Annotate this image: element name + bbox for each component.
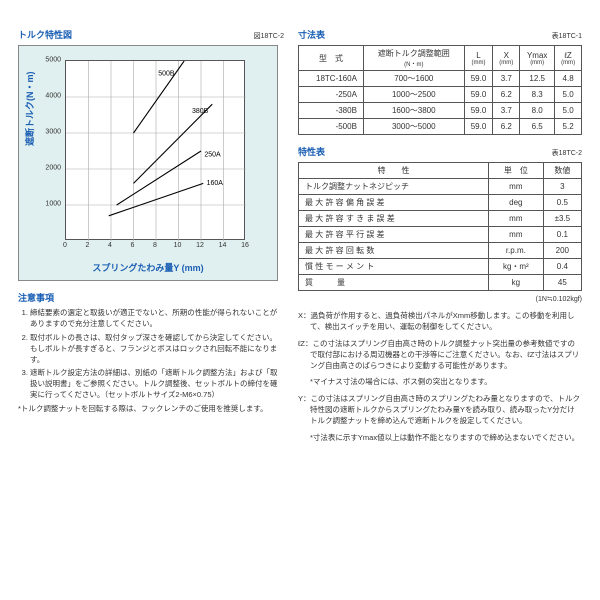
notes-block: 締結要素の選定と取扱いが適正でないと、所期の性能が得られないことがありますので充… (18, 308, 284, 415)
char-tag: 表18TC-2 (552, 148, 582, 158)
characteristics-table: 特 性単 位数値トルク調整ナットネジピッチmm3最 大 許 容 偏 角 誤 差d… (298, 162, 582, 291)
svg-text:160A: 160A (207, 180, 224, 187)
note-x: X：過負荷が作用すると、過負荷検出パネルがXmm移動します。この移動を利用して、… (298, 311, 582, 333)
note-item: 締結要素の選定と取扱いが適正でないと、所期の性能が得られないことがありますので充… (30, 308, 284, 330)
char-title: 特性表 (298, 145, 325, 158)
note-y-sub: *寸法表に示すYmax値以上は動作不能となりますので締め込まないでください。 (298, 433, 582, 444)
note-item: 遮断トルク設定方法の詳細は、別紙の「遮断トルク調整方法」および「取扱い説明書」を… (30, 368, 284, 401)
svg-text:250A: 250A (204, 151, 221, 158)
notes-star: *トルク調整ナットを回転する際は、フックレンチのご使用を推奨します。 (18, 404, 284, 415)
chart-tag: 図18TC-2 (254, 31, 284, 41)
chart-title: トルク特性図 (18, 28, 72, 41)
dim-tag: 表18TC-1 (552, 31, 582, 41)
x-axis-label: スプリングたわみ量Y (mm) (19, 261, 277, 274)
svg-text:380B: 380B (192, 108, 209, 115)
right-notes: X：過負荷が作用すると、過負荷検出パネルがXmm移動します。この移動を利用して、… (298, 311, 582, 444)
note-z: ℓZ：この寸法はスプリング自由高さ時のトルク調整ナット突出量の参考数値ですので取… (298, 339, 582, 372)
svg-text:500B: 500B (158, 70, 175, 77)
note-y: Y：この寸法はスプリング自由高さ時のスプリングたわみ量となりますので、トルク特性… (298, 394, 582, 427)
dim-title: 寸法表 (298, 28, 325, 41)
note-item: 取付ボルトの長さは、取付タップ深さを確認してから決定してください。もしボルトが長… (30, 333, 284, 366)
torque-chart: 遮断トルク(N・m) 500B380B250A160A 024681012141… (18, 45, 278, 281)
note-z-sub: *マイナス寸法の場合には、ボス側の突出となります。 (298, 377, 582, 388)
notes-title: 注意事項 (18, 291, 284, 304)
dimension-table: 型 式遮断トルク調整範囲(N・m)L(mm)X(mm)Ymax(mm)ℓZ(mm… (298, 45, 582, 135)
char-footnote: (1N≒0.102kgf) (298, 295, 582, 303)
